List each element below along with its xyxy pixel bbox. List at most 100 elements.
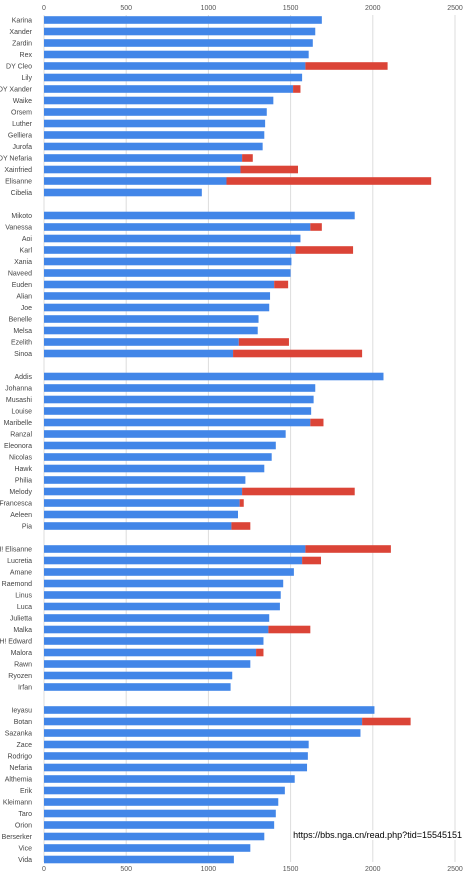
bar-bonus [305, 62, 388, 70]
bar-base [44, 85, 294, 93]
category-label: Melody [9, 489, 32, 496]
bar-base [44, 591, 281, 599]
bar-base [44, 775, 295, 783]
category-label: Addis [14, 374, 32, 381]
category-label: Erik [20, 788, 33, 795]
category-label: Eleonora [4, 443, 32, 450]
category-label: Zardin [12, 41, 32, 48]
bar-base [44, 96, 274, 105]
bar-bonus [240, 165, 298, 174]
category-label: H! Edward [0, 639, 32, 646]
bar-base [44, 395, 314, 404]
bar-base [44, 418, 311, 427]
category-label: Xander [9, 29, 32, 36]
bar-bonus [310, 418, 324, 427]
bar-base [44, 844, 251, 852]
bars [44, 16, 432, 864]
bar-base [44, 384, 316, 392]
bar-base [44, 234, 301, 243]
x-tick-label-top: 1000 [201, 5, 217, 12]
category-label: Hawk [14, 466, 32, 473]
bar-bonus [233, 349, 363, 358]
bar-base [44, 855, 234, 864]
x-tick-label-bottom: 2000 [365, 866, 381, 873]
category-label: Nefaria [9, 765, 32, 772]
x-tick-label-top: 0 [42, 5, 46, 12]
category-label: Maribelle [4, 420, 33, 427]
category-label: Luther [12, 121, 33, 128]
bar-base [44, 27, 316, 36]
bar-bonus [231, 522, 251, 530]
bar-bonus [238, 338, 289, 346]
category-label: Kleimann [3, 800, 32, 807]
category-label: Jurofa [13, 144, 33, 151]
category-label: Berserker [2, 834, 33, 841]
bar-base [44, 763, 308, 772]
x-tick-label-top: 2000 [365, 5, 381, 12]
bar-base [44, 108, 267, 116]
bar-base [44, 637, 264, 645]
category-label: Waike [13, 98, 32, 105]
category-label: Althemia [5, 777, 32, 784]
category-label: Vida [18, 857, 32, 864]
x-tick-label-top: 500 [120, 5, 132, 12]
category-label: Karina [12, 18, 32, 25]
bar-base [44, 131, 265, 139]
bar-base [44, 257, 292, 266]
bar-base [44, 809, 276, 818]
category-label: Pia [22, 524, 32, 531]
bar-base [44, 188, 202, 197]
bar-bonus [256, 648, 264, 657]
bar-base [44, 671, 233, 680]
category-label: Gelliera [8, 133, 32, 140]
x-axis-bottom: 0 500 1000 1500 2000 2500 [42, 866, 463, 873]
category-label: Lucretia [7, 558, 32, 565]
source-watermark: https://bbs.nga.cn/read.php?tid=15545151 [293, 830, 462, 840]
category-label: Joe [21, 305, 32, 312]
x-tick-label-bottom: 2500 [447, 866, 463, 873]
x-tick-label-bottom: 1500 [283, 866, 299, 873]
bar-base [44, 177, 227, 185]
bar-bonus [302, 556, 322, 565]
category-label: Karl [20, 248, 33, 255]
category-label: Aoi [22, 236, 33, 243]
category-label: Taro [18, 811, 32, 818]
bar-base [44, 602, 280, 611]
category-label: Naveed [8, 271, 32, 278]
bar-base [44, 499, 240, 507]
bar-base [44, 223, 311, 231]
category-label: DY Nefaria [0, 156, 32, 163]
category-label: Vanessa [5, 225, 32, 232]
bar-base [44, 73, 303, 82]
bar-base [44, 246, 296, 254]
category-label: DY Xander [0, 87, 33, 94]
category-label: Raemond [2, 581, 32, 588]
bar-base [44, 39, 313, 47]
category-label: Irfan [18, 685, 32, 692]
category-label: Musashi [6, 397, 33, 404]
bar-base [44, 729, 361, 737]
category-label: DY Cleo [6, 64, 32, 71]
x-tick-label-bottom: 500 [120, 866, 132, 873]
category-label: Aeleen [10, 512, 32, 519]
bar-base [44, 786, 285, 795]
category-label: Xania [14, 259, 32, 266]
category-label: Cibelia [11, 190, 33, 197]
category-label: Vice [19, 846, 33, 853]
category-label: Linus [15, 593, 32, 600]
bar-bonus [274, 280, 289, 289]
category-label: Ryozen [8, 673, 32, 680]
category-label: Sazanka [5, 731, 32, 738]
category-label: Nicolas [9, 455, 32, 462]
category-label: Malka [13, 627, 32, 634]
bar-bonus [293, 85, 301, 93]
bar-base [44, 349, 234, 358]
category-label: Zace [16, 742, 32, 749]
category-label: Philia [15, 478, 32, 485]
x-tick-label-top: 2500 [447, 5, 463, 12]
bar-base [44, 50, 309, 59]
category-label: Julietta [10, 616, 32, 623]
category-label: Benelle [9, 317, 32, 324]
category-label: Rawn [14, 662, 32, 669]
